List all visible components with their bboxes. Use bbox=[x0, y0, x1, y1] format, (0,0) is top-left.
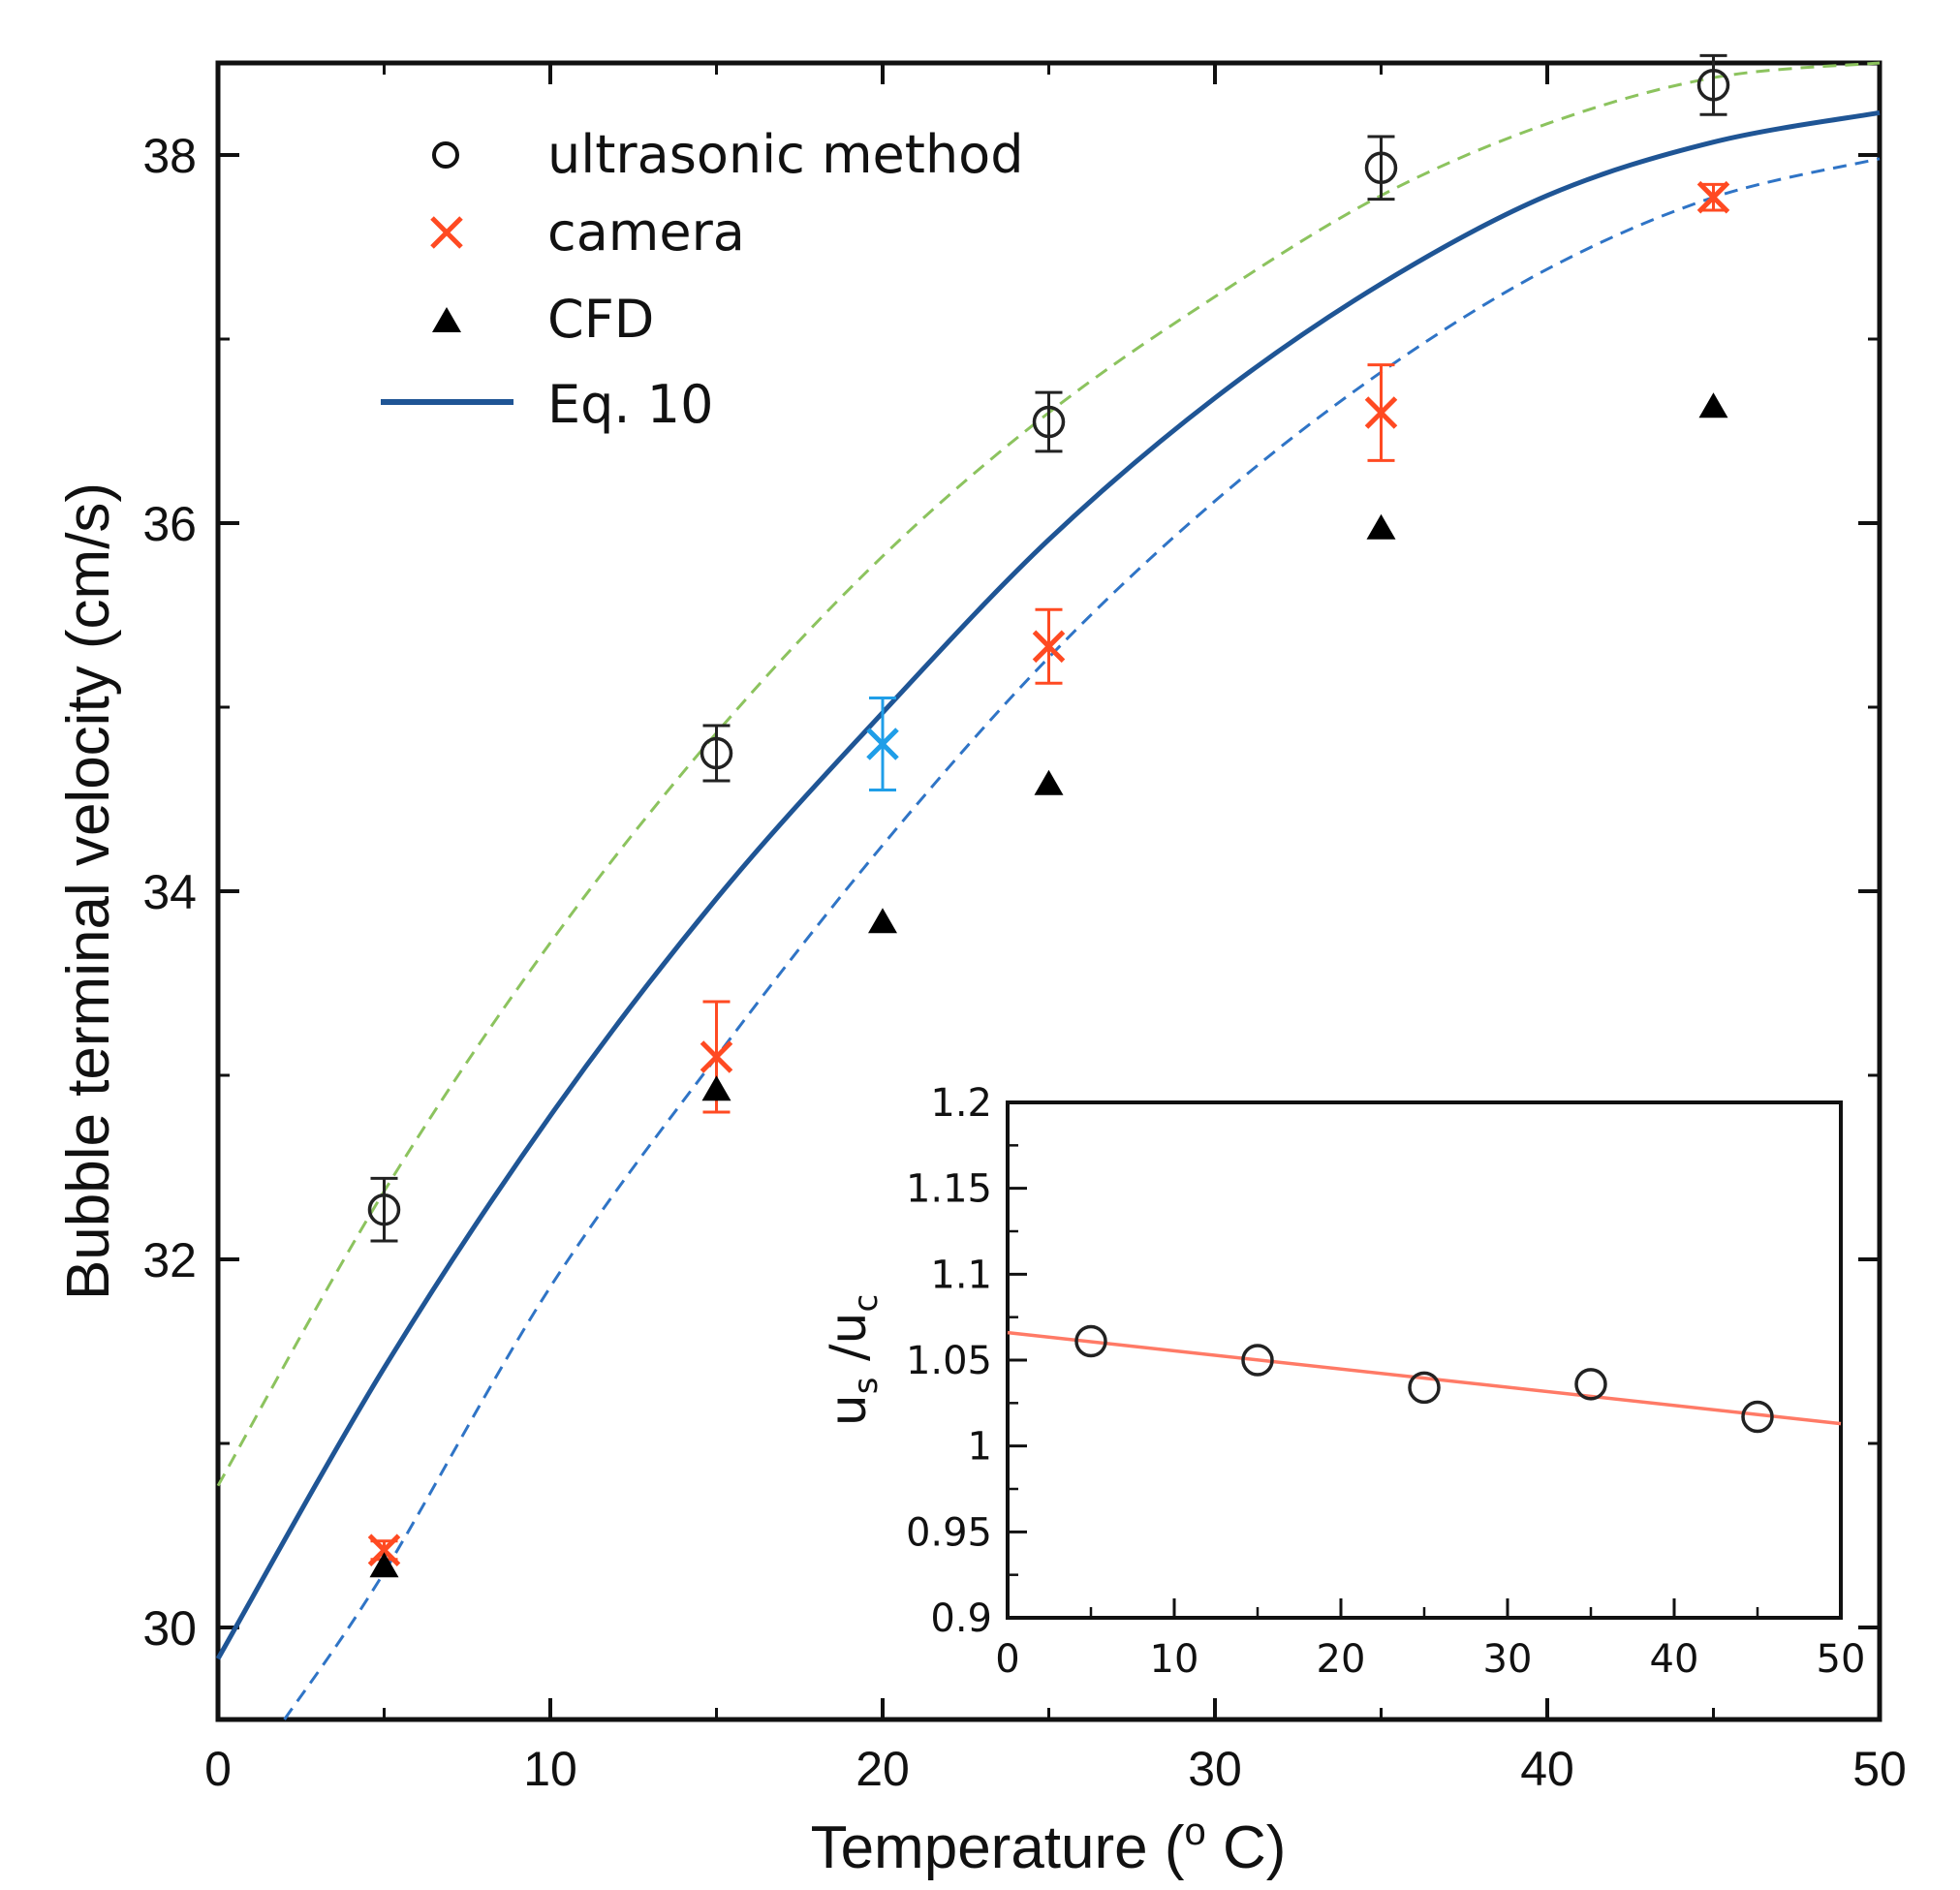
inset-x-tick-label: 40 bbox=[1650, 1637, 1699, 1682]
inset-y-tick-label: 0.9 bbox=[930, 1596, 992, 1641]
ultrasonic-point bbox=[1032, 405, 1066, 439]
cfd-point bbox=[1034, 769, 1064, 795]
cfd-point bbox=[701, 1075, 731, 1101]
inset-x-tick-label: 10 bbox=[1150, 1637, 1199, 1682]
inset-fit-line bbox=[1007, 1330, 1842, 1426]
inset-y-label-u1: u bbox=[820, 1394, 878, 1426]
inset-ratio-point bbox=[1741, 1400, 1774, 1434]
ultrasonic-point bbox=[700, 736, 733, 770]
legend-label-cfd: CFD bbox=[547, 289, 654, 350]
legend-item-camera: camera bbox=[430, 201, 745, 263]
inset-ratio-point bbox=[1241, 1344, 1274, 1377]
inset-axis-ticks: 0 10 20 30 40 50 0.9 0.95 1 1.05 1.1 1.15 1.2 bbox=[906, 1081, 1866, 1682]
x-axis-label-unit: C) bbox=[1206, 1814, 1287, 1881]
y-tick-label: 32 bbox=[142, 1233, 197, 1287]
inset-x-tick-label: 0 bbox=[995, 1637, 1019, 1682]
camera-point bbox=[1032, 630, 1066, 664]
legend-item-cfd: CFD bbox=[432, 289, 654, 350]
highlight-camera-point bbox=[866, 728, 899, 760]
inset-ratio-point bbox=[1408, 1371, 1441, 1405]
y-tick-label: 38 bbox=[142, 129, 197, 183]
y-axis-label: Bubble terminal velocity (cm/s) bbox=[55, 482, 122, 1300]
legend-triangle-marker bbox=[432, 307, 461, 332]
x-tick-label: 0 bbox=[204, 1742, 232, 1796]
legend-label-camera: camera bbox=[547, 201, 745, 263]
legend-label-eq10: Eq. 10 bbox=[547, 374, 713, 435]
dashed-bound-curve bbox=[283, 157, 1881, 1720]
cfd-point bbox=[1366, 513, 1396, 540]
legend-x-marker bbox=[430, 216, 463, 249]
x-tick-label: 10 bbox=[523, 1742, 577, 1796]
inset-y-axis-label: us /uc bbox=[820, 1294, 886, 1426]
ultrasonic-point bbox=[1696, 69, 1730, 102]
dashed-bound-curve bbox=[216, 61, 1881, 1487]
y-tick-label: 30 bbox=[142, 1601, 197, 1656]
legend-item-eq10: Eq. 10 bbox=[381, 374, 713, 435]
inset-y-label-mid: /u bbox=[820, 1313, 878, 1378]
y-tick-label: 34 bbox=[142, 865, 197, 919]
inset-ratio-point bbox=[1574, 1368, 1607, 1401]
legend-circle-marker bbox=[432, 141, 459, 169]
inset-background bbox=[1008, 1102, 1841, 1618]
inset-y-tick-label: 0.95 bbox=[906, 1510, 992, 1555]
x-axis-label: Temperature (o C) bbox=[811, 1811, 1287, 1881]
inset-ratio-point bbox=[1074, 1324, 1107, 1358]
ultrasonic-point bbox=[1364, 151, 1398, 185]
cfd-point bbox=[1698, 392, 1728, 418]
inset-data-points bbox=[1074, 1324, 1774, 1434]
x-tick-label: 50 bbox=[1852, 1742, 1907, 1796]
x-axis-label-degree: o bbox=[1185, 1811, 1206, 1853]
x-axis-label-text: Temperature ( bbox=[811, 1814, 1185, 1881]
inset-x-tick-label: 30 bbox=[1483, 1637, 1533, 1682]
inset-y-label-sub-s: s bbox=[847, 1378, 886, 1395]
inset-x-tick-label: 50 bbox=[1817, 1637, 1866, 1682]
x-tick-label: 30 bbox=[1188, 1742, 1242, 1796]
inset-x-tick-label: 20 bbox=[1317, 1637, 1366, 1682]
main-data-points bbox=[367, 53, 1730, 1578]
x-tick-label: 40 bbox=[1520, 1742, 1574, 1796]
y-tick-label: 36 bbox=[142, 497, 197, 551]
camera-point bbox=[367, 1534, 401, 1566]
inset-linear-fit bbox=[1007, 1330, 1842, 1426]
eq10-fit-curve bbox=[215, 109, 1881, 1660]
inset-y-tick-label: 1.1 bbox=[930, 1253, 992, 1297]
legend-item-ultrasonic: ultrasonic method bbox=[432, 124, 1023, 185]
inset-y-tick-label: 1.05 bbox=[906, 1339, 992, 1383]
inset-y-tick-label: 1 bbox=[968, 1425, 992, 1470]
x-tick-label: 20 bbox=[856, 1742, 910, 1796]
camera-point bbox=[1364, 396, 1398, 429]
legend: ultrasonic method camera CFD Eq. 10 bbox=[381, 124, 1023, 435]
cfd-point bbox=[868, 908, 897, 934]
cfd-point bbox=[369, 1552, 399, 1578]
legend-label-ultrasonic: ultrasonic method bbox=[547, 124, 1023, 185]
camera-point bbox=[1696, 180, 1730, 214]
ultrasonic-point bbox=[367, 1193, 401, 1226]
inset-y-label-sub-c: c bbox=[847, 1294, 886, 1313]
main-fit-curves bbox=[215, 61, 1881, 1720]
inset-y-tick-label: 1.2 bbox=[930, 1081, 992, 1126]
inset-y-tick-label: 1.15 bbox=[906, 1167, 992, 1212]
camera-point bbox=[700, 1040, 733, 1073]
